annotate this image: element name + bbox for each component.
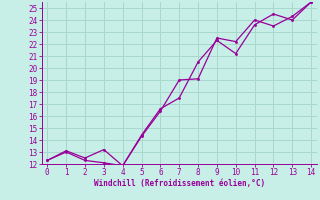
X-axis label: Windchill (Refroidissement éolien,°C): Windchill (Refroidissement éolien,°C) xyxy=(94,179,265,188)
